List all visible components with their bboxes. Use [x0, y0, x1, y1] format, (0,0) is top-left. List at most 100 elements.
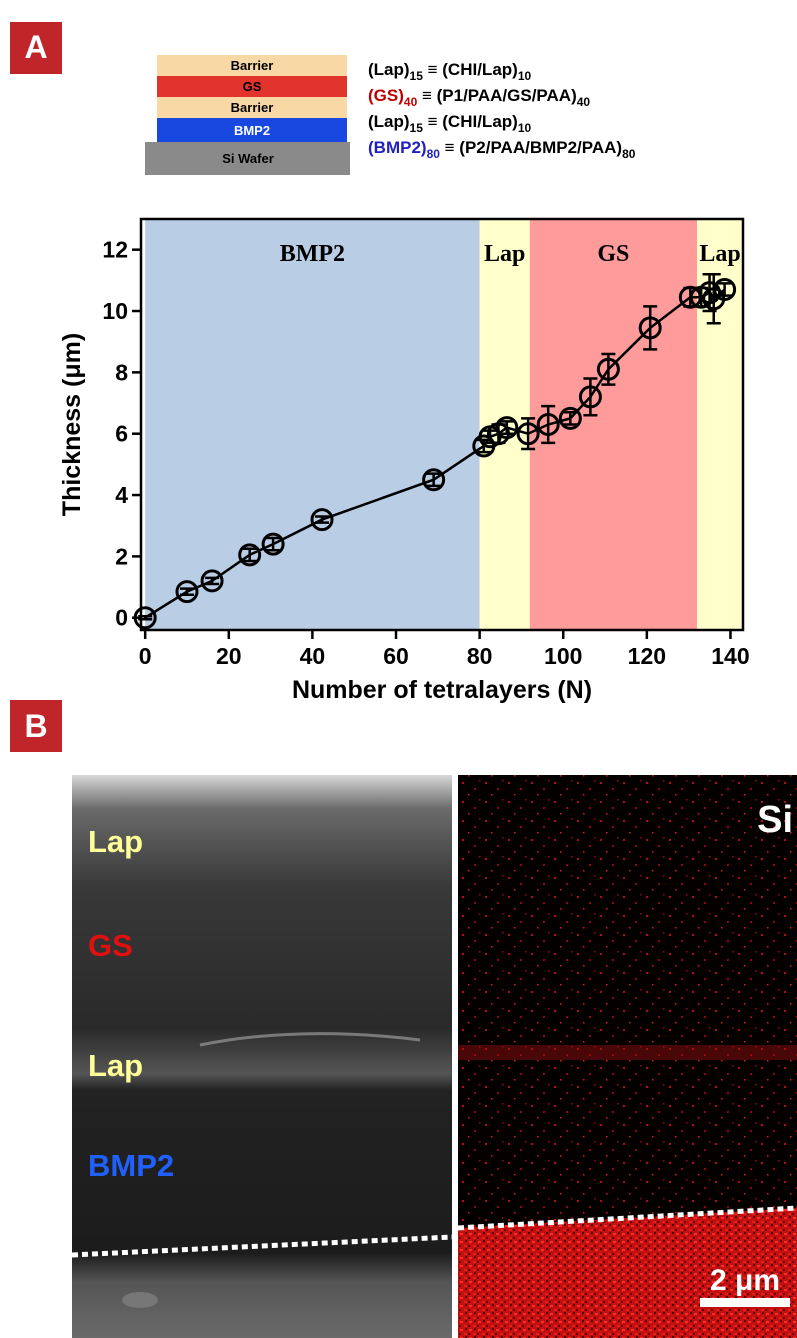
data-point: [495, 416, 519, 440]
panel-badge: [10, 22, 62, 74]
layer-label: Si Wafer: [222, 151, 274, 166]
formulas: (Lap)15 ≡ (CHI/Lap)10(GS)40 ≡ (P1/PAA/GS…: [368, 60, 636, 161]
formula-text: ≡ (P2/PAA/BMP2/PAA): [440, 138, 622, 157]
data-point: [238, 543, 262, 567]
error-bar: [179, 587, 194, 596]
data-point: [558, 406, 582, 430]
x-tick-label: 40: [300, 643, 326, 669]
layer-label: GS: [243, 79, 262, 94]
plot-frame: [139, 217, 745, 632]
formula-subscript: 80: [622, 147, 636, 161]
formula-subscript: 10: [518, 121, 532, 135]
formula: (Lap)15 ≡ (CHI/Lap)10: [368, 112, 532, 135]
error-bar: [583, 377, 598, 417]
data-point: [638, 316, 662, 340]
edx-band: [458, 1040, 797, 1065]
scale-bar-label: 2 μm: [710, 1264, 780, 1297]
y-tick-label: 2: [115, 543, 128, 569]
error-bar: [138, 614, 153, 621]
x-tick-label: 80: [467, 643, 493, 669]
formula-text: ≡ (CHI/Lap): [423, 60, 518, 79]
layer-annotation: Lap: [88, 1048, 143, 1083]
formula: (BMP2)80 ≡ (P2/PAA/BMP2/PAA)80: [368, 138, 636, 161]
sem-particle: [122, 1292, 158, 1308]
formula-subscript: 15: [410, 121, 424, 135]
sem-streak: [199, 1032, 421, 1047]
x-axis-title: Number of tetralayers (N): [292, 676, 592, 704]
formula-subscript: 80: [427, 147, 441, 161]
data-point: [175, 580, 199, 604]
formula-text: (BMP2): [368, 138, 427, 157]
interface-line: [71, 1234, 453, 1258]
data-point: [596, 357, 620, 381]
region-label: Lap: [699, 241, 740, 267]
formula-text: (Lap): [368, 112, 410, 131]
region-label: BMP2: [280, 241, 345, 267]
y-tick-label: 10: [102, 298, 128, 324]
x-tick-label: 60: [383, 643, 409, 669]
layer-annotation: GS: [88, 928, 133, 963]
layer-annotation: Lap: [88, 824, 143, 859]
y-tick-label: 4: [115, 482, 128, 508]
data-point: [200, 569, 224, 593]
error-bar: [717, 282, 732, 297]
formula-text: (Lap): [368, 60, 410, 79]
region-label: GS: [597, 241, 629, 267]
panel-label: B: [24, 708, 47, 744]
y-tick-label: 8: [115, 359, 128, 385]
data-point: [422, 468, 446, 492]
formula-text: ≡ (P1/PAA/GS/PAA): [417, 86, 576, 105]
layer: [157, 97, 347, 118]
formula: (GS)40 ≡ (P1/PAA/GS/PAA)40: [368, 86, 590, 109]
x-tick-label: 0: [139, 643, 152, 669]
region-label: Lap: [484, 241, 525, 267]
panel-label: A: [24, 29, 47, 65]
error-bar: [205, 576, 220, 586]
y-tick-label: 0: [115, 605, 128, 631]
region: [145, 219, 480, 630]
formula: (Lap)15 ≡ (CHI/Lap)10: [368, 60, 532, 83]
region: [529, 219, 698, 630]
x-tick-label: 20: [216, 643, 242, 669]
layer: [157, 118, 347, 142]
error-bar: [266, 536, 281, 552]
scale-bar: [700, 1298, 790, 1307]
error-bar: [426, 472, 441, 488]
layer-label: BMP2: [234, 123, 270, 138]
error-bar: [541, 404, 556, 445]
y-tick-label: 6: [115, 421, 128, 447]
edx-band: [458, 1045, 797, 1060]
layer-label: Barrier: [231, 58, 274, 73]
element-label: Si: [757, 799, 793, 841]
error-bar: [643, 305, 658, 351]
data-point: [536, 413, 560, 436]
x-tick-label: 100: [544, 643, 582, 669]
formula-text: ≡ (CHI/Lap): [423, 112, 518, 131]
formula-subscript: 15: [410, 69, 424, 83]
layer: [157, 76, 347, 97]
data-point: [261, 532, 285, 556]
panel-badge: [10, 700, 62, 752]
data-point: [713, 278, 737, 302]
formula-text: (GS): [368, 86, 404, 105]
data-point: [578, 385, 602, 409]
error-bar: [706, 272, 721, 325]
layer: [145, 142, 350, 175]
formula-subscript: 40: [577, 95, 591, 109]
error-bar: [563, 410, 578, 426]
data-point: [698, 281, 722, 305]
layer: [157, 55, 347, 76]
layer-label: Barrier: [231, 100, 274, 115]
layer-stack: Barrier GS Barrier BMP2 Si Wafer: [145, 55, 350, 175]
x-tick-label: 120: [628, 643, 666, 669]
x-tick-label: 140: [711, 643, 749, 669]
layer-annotation: BMP2: [88, 1148, 174, 1183]
formula-subscript: 40: [404, 95, 418, 109]
data-point: [310, 508, 334, 532]
y-axis-title: Thickness (μm): [58, 333, 86, 516]
error-bar: [499, 420, 514, 435]
error-bar: [315, 515, 330, 524]
data-point: [133, 606, 157, 630]
data-point: [516, 422, 540, 446]
